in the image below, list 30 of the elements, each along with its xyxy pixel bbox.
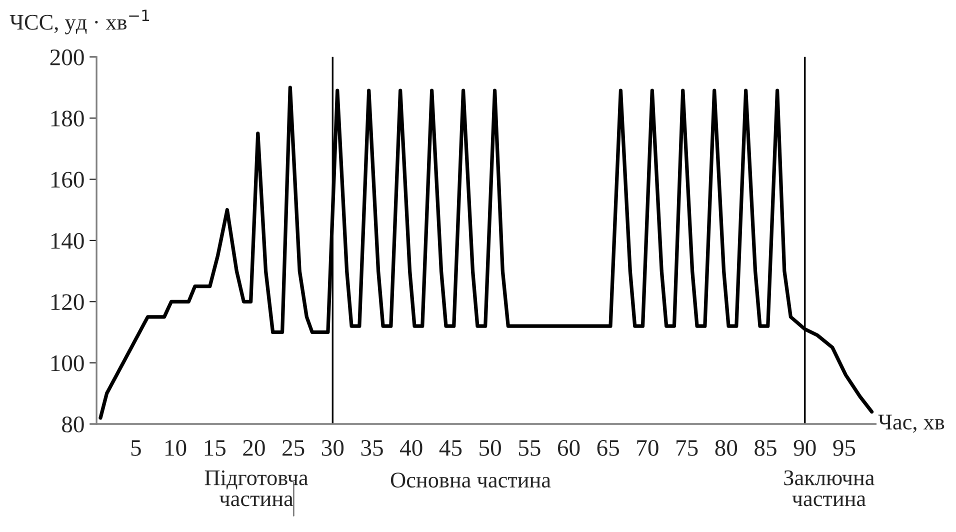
- x-tick-label: 10: [166, 440, 186, 456]
- x-tick-label: 70: [637, 440, 658, 456]
- x-tick-label: 20: [243, 440, 265, 456]
- y-tick-label: 80: [62, 416, 84, 432]
- x-tick-label: 30: [322, 440, 344, 456]
- x-tick-label: 5: [131, 440, 141, 456]
- x-tick-label: 65: [597, 440, 619, 456]
- x-tick-label: 25: [282, 440, 304, 456]
- x-tick-label: 35: [361, 440, 383, 456]
- x-tick-label: 60: [558, 440, 580, 456]
- y-tick-label: 200: [50, 49, 84, 66]
- x-tick-label: 55: [518, 440, 540, 456]
- x-tick-label: 95: [833, 440, 856, 456]
- y-tick-label: 120: [51, 294, 84, 310]
- x-tick-label: 40: [400, 440, 422, 456]
- x-axis-title: Час, хв: [878, 414, 944, 433]
- y-tick-label: 160: [51, 172, 84, 188]
- x-tick-label: 15: [204, 440, 226, 456]
- y-axis-title: ЧСС, уд · хв$^{−1}$: [10, 10, 149, 34]
- text: Заключна частина: [784, 470, 874, 506]
- x-tick-label: 50: [480, 440, 501, 456]
- x-tick-label: 80: [715, 440, 738, 456]
- x-tick-label: 75: [676, 440, 698, 456]
- x-tick-label: 45: [439, 440, 462, 456]
- y-tick-label: 100: [51, 355, 84, 372]
- x-tick-label: 90: [794, 440, 816, 456]
- y-tick-label: 140: [51, 232, 84, 249]
- x-tick-label: 85: [754, 440, 776, 456]
- y-tick-label: 180: [51, 110, 84, 127]
- text: Основна частина: [390, 472, 551, 488]
